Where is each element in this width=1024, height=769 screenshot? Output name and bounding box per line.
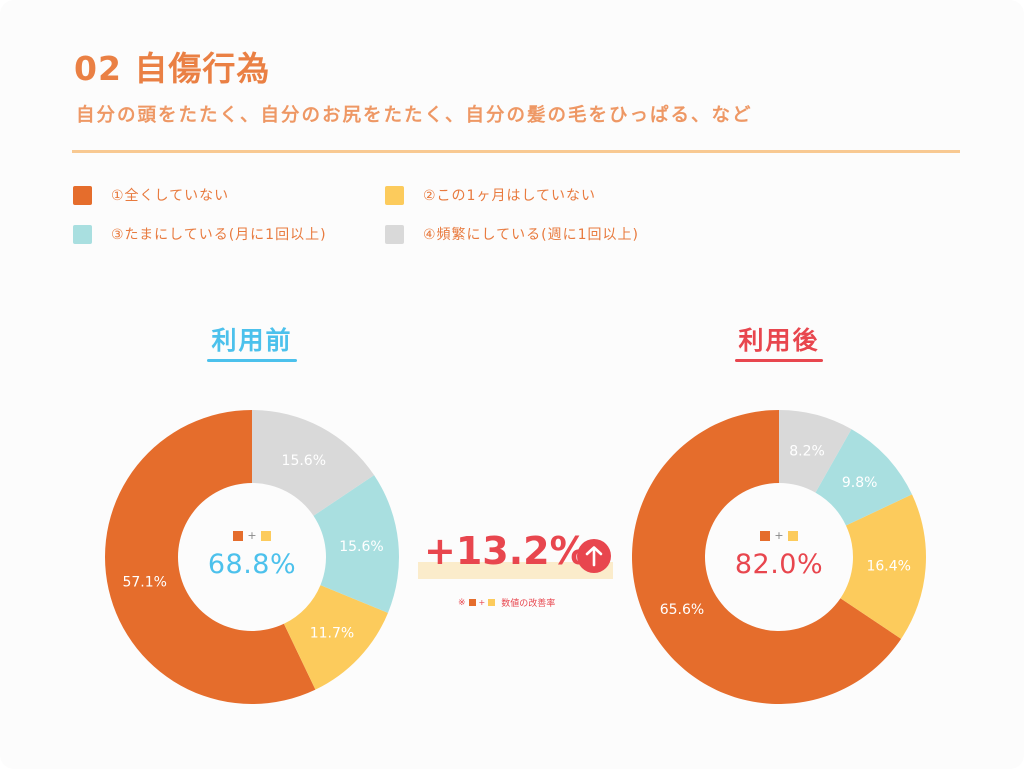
key-swatch-yellow bbox=[787, 531, 798, 541]
donut-chart-after: 65.6% 16.4% 9.8% 8.2% bbox=[632, 410, 926, 704]
legend-label: ④頻繁にしている(週に1回以上) bbox=[423, 227, 639, 243]
key-swatch-yellow bbox=[260, 531, 271, 541]
donut-slice bbox=[313, 475, 399, 613]
center-key: + bbox=[182, 529, 322, 543]
legend-item-1: ①全くしていない bbox=[73, 185, 229, 205]
chart-title-before: 利用前 bbox=[211, 326, 293, 355]
donut-slice bbox=[815, 429, 913, 526]
center-summary-after: + 82.0% bbox=[709, 529, 849, 580]
divider bbox=[72, 150, 960, 153]
improvement-note: ※ + 数値の改善率 bbox=[458, 596, 556, 610]
legend-swatch bbox=[73, 185, 92, 205]
slice-value-label: 16.4% bbox=[866, 558, 910, 574]
page-title: 02 自傷行為 bbox=[74, 49, 271, 88]
legend-label: ③たまにしている(月に1回以上) bbox=[111, 227, 327, 243]
arrow-up-icon bbox=[577, 539, 611, 573]
legend-item-4: ④頻繁にしている(週に1回以上) bbox=[385, 224, 639, 244]
donut-slice bbox=[840, 494, 926, 639]
note-plus: + bbox=[478, 597, 486, 607]
legend-item-2: ②この1ヶ月はしていない bbox=[385, 185, 596, 205]
slice-value-label: 15.6% bbox=[339, 539, 383, 555]
donut-slice bbox=[283, 585, 388, 690]
legend-label: ②この1ヶ月はしていない bbox=[423, 188, 597, 204]
key-swatch-orange bbox=[760, 531, 771, 541]
donut-slice bbox=[779, 410, 852, 493]
slice-value-label: 15.6% bbox=[282, 453, 326, 469]
slice-value-label: 57.1% bbox=[122, 574, 166, 590]
highlight-band bbox=[418, 562, 613, 579]
center-value-after: 82.0% bbox=[734, 549, 824, 580]
donut-slice bbox=[104, 410, 316, 704]
slice-value-label: 8.2% bbox=[789, 444, 825, 460]
legend-swatch bbox=[73, 224, 92, 244]
note-swatch-orange bbox=[468, 599, 476, 606]
chart-title-underline bbox=[735, 359, 823, 362]
note-text: 数値の改善率 bbox=[501, 599, 556, 609]
note-swatch-yellow bbox=[488, 599, 496, 606]
improvement-box: +13.2% bbox=[418, 529, 613, 580]
slice-value-label: 65.6% bbox=[660, 602, 704, 618]
chart-title-underline bbox=[207, 359, 297, 362]
key-plus: + bbox=[247, 529, 257, 542]
donut-chart-before: 57.1% 11.7% 15.6% 15.6% bbox=[104, 410, 399, 704]
slice-value-label: 9.8% bbox=[842, 475, 878, 491]
center-summary-before: + 68.8% bbox=[182, 529, 322, 580]
legend-swatch bbox=[385, 185, 404, 205]
chart-title-after: 利用後 bbox=[738, 326, 820, 355]
legend-swatch bbox=[385, 224, 404, 244]
center-key: + bbox=[709, 529, 849, 543]
key-swatch-orange bbox=[233, 531, 244, 541]
note-prefix: ※ bbox=[458, 597, 466, 608]
legend-item-3: ③たまにしている(月に1回以上) bbox=[73, 224, 327, 244]
legend-label: ①全くしていない bbox=[111, 188, 230, 204]
center-value-before: 68.8% bbox=[207, 549, 297, 580]
key-plus: + bbox=[774, 529, 784, 542]
donut-slice bbox=[252, 410, 375, 516]
page-subtitle: 自分の頭をたたく、自分のお尻をたたく、自分の髪の毛をひっぱる、など bbox=[76, 105, 753, 126]
slice-value-label: 11.7% bbox=[310, 626, 354, 642]
improvement-value: +13.2% bbox=[424, 529, 588, 573]
donut-slice bbox=[632, 410, 902, 704]
